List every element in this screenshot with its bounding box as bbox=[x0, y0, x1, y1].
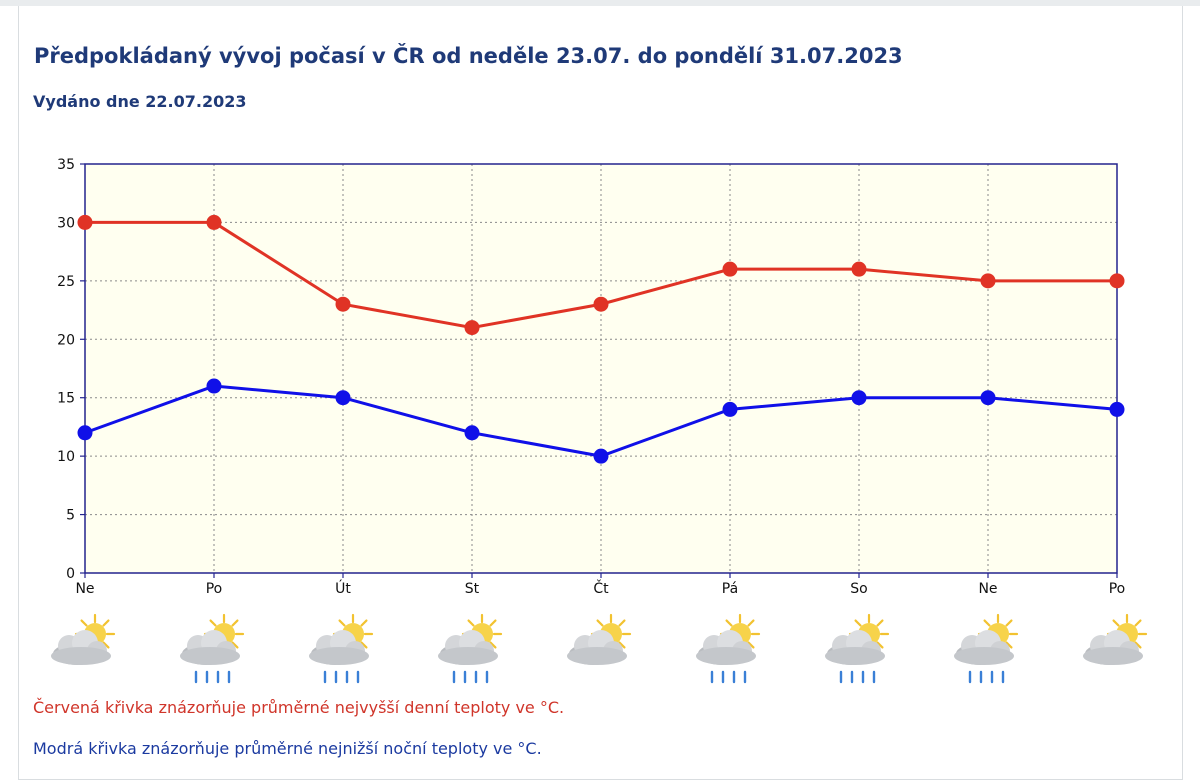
partly-cloudy-rain-icon bbox=[438, 613, 503, 684]
temperature-chart: 0 5 10 15 20 25 30 35 Ne Po Út St Čt Pá So Ne Po bbox=[51, 157, 1148, 684]
partly-cloudy-rain-icon bbox=[954, 613, 1019, 684]
min-temperature-point bbox=[464, 425, 480, 441]
sun-cloud-rain-icon bbox=[696, 613, 761, 684]
min-temperature-point bbox=[335, 390, 351, 406]
min-temperature-point bbox=[593, 448, 609, 464]
max-temperature-point bbox=[593, 296, 609, 312]
content-frame bbox=[18, 6, 1183, 780]
red-curve-note: Červená křivka znázorňuje průměrné nejvy… bbox=[33, 698, 565, 717]
top-bar bbox=[0, 0, 1200, 6]
x-tick-label: Ne bbox=[75, 581, 94, 597]
max-temperature-point bbox=[980, 273, 996, 289]
x-tick-label: Po bbox=[206, 581, 223, 597]
x-tick-label: St bbox=[465, 581, 480, 597]
x-tick-label: Út bbox=[335, 579, 351, 597]
page-title: Předpokládaný vývoj počasí v ČR od neděl… bbox=[34, 44, 903, 68]
partly-cloudy-icon bbox=[51, 613, 116, 665]
max-temperature-point bbox=[335, 296, 351, 312]
max-temperature-point bbox=[1109, 273, 1125, 289]
y-tick-label: 20 bbox=[57, 332, 75, 348]
min-temperature-point bbox=[206, 378, 222, 394]
issued-date: Vydáno dne 22.07.2023 bbox=[33, 92, 247, 111]
max-temperature-point bbox=[722, 261, 738, 277]
y-tick-label: 35 bbox=[57, 157, 75, 173]
y-tick-label: 10 bbox=[57, 449, 75, 465]
partly-cloudy-icon bbox=[1083, 613, 1148, 665]
sun-cloud-rain-icon bbox=[825, 613, 890, 684]
x-tick-label: Ne bbox=[978, 581, 997, 597]
partly-cloudy-rain-icon bbox=[180, 613, 245, 684]
max-temperature-point bbox=[851, 261, 867, 277]
y-tick-label: 15 bbox=[57, 391, 75, 407]
max-temperature-point bbox=[206, 214, 222, 230]
min-temperature-point bbox=[77, 425, 93, 441]
max-temperature-point bbox=[464, 320, 480, 336]
min-temperature-point bbox=[851, 390, 867, 406]
max-temperature-point bbox=[77, 214, 93, 230]
x-tick-label: Čt bbox=[593, 579, 609, 597]
x-tick-label: So bbox=[850, 581, 867, 597]
partly-cloudy-rain-icon bbox=[309, 613, 374, 684]
x-tick-label: Pá bbox=[722, 581, 738, 597]
partly-cloudy-icon bbox=[567, 613, 632, 665]
y-tick-label: 25 bbox=[57, 274, 75, 290]
y-tick-label: 5 bbox=[66, 508, 75, 524]
min-temperature-point bbox=[1109, 401, 1125, 417]
x-tick-label: Po bbox=[1109, 581, 1126, 597]
y-tick-label: 0 bbox=[66, 566, 75, 582]
y-tick-label: 30 bbox=[57, 215, 75, 231]
min-temperature-point bbox=[980, 390, 996, 406]
min-temperature-point bbox=[722, 401, 738, 417]
blue-curve-note: Modrá křivka znázorňuje průměrné nejnižš… bbox=[33, 739, 542, 758]
